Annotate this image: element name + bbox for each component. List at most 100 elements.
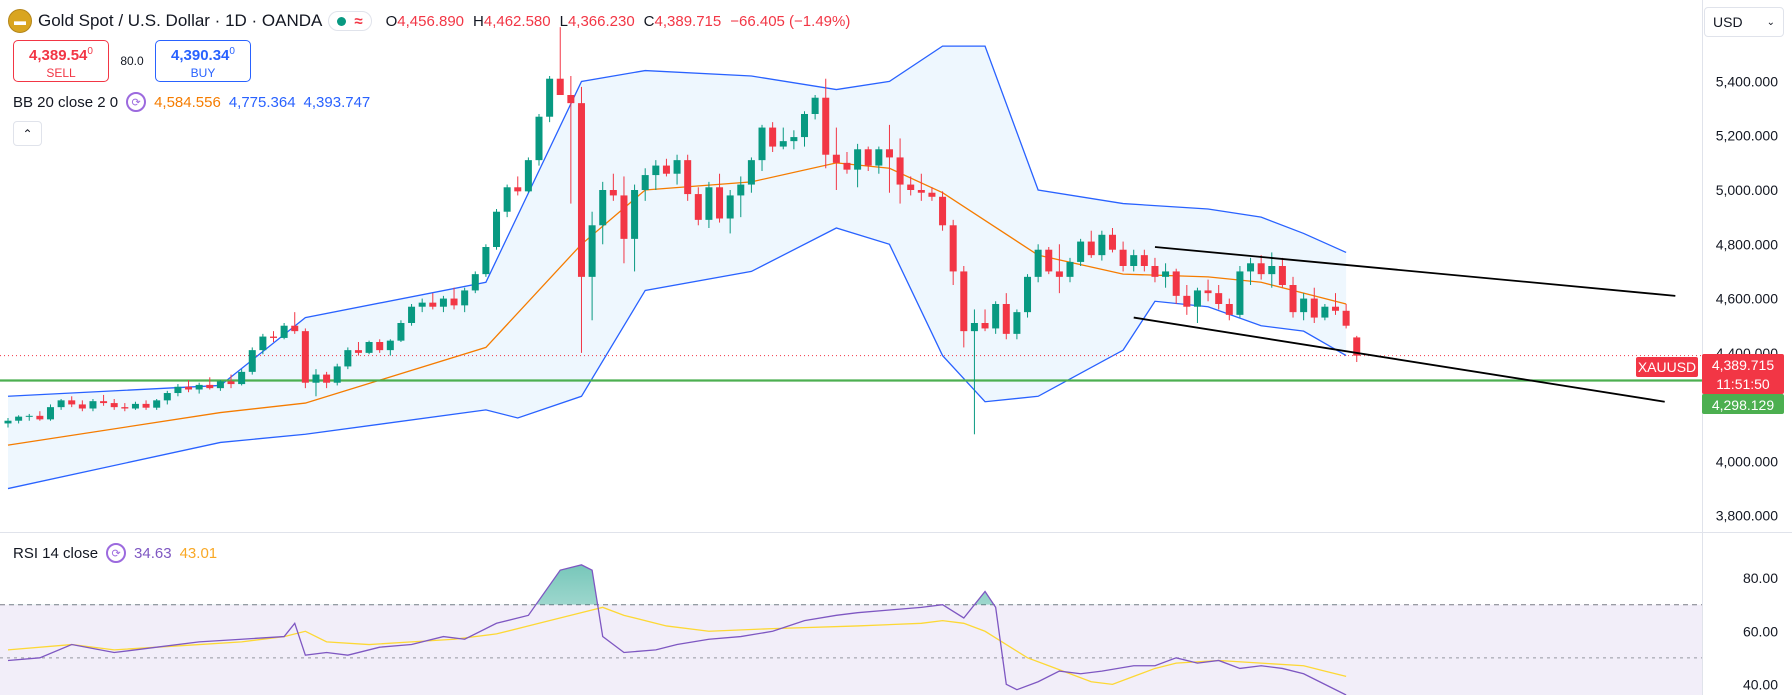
candle [928, 187, 936, 201]
rsi-indicator-name[interactable]: RSI 14 close [13, 544, 99, 562]
candle [110, 399, 118, 410]
support-horizontal-line[interactable] [0, 355, 1702, 382]
candle [546, 76, 554, 123]
candle [981, 309, 989, 332]
sell-price-pip: 0 [87, 45, 93, 57]
candle-body [1204, 290, 1212, 294]
candle-body [822, 97, 830, 155]
currency-select[interactable]: USD ⌄ [1704, 7, 1784, 37]
collapse-legend-button[interactable]: ⌃ [13, 121, 42, 146]
candle-body [238, 371, 246, 385]
candle [46, 404, 54, 421]
hline-price-tag-bg [1702, 394, 1784, 414]
candle [418, 298, 426, 313]
candle-body [429, 302, 437, 307]
candle-body [939, 196, 947, 226]
candle [1024, 274, 1032, 318]
low-value: 4,366.230 [567, 12, 635, 30]
candle-body [386, 340, 394, 351]
candle-body [89, 401, 97, 409]
candle [1236, 266, 1244, 318]
candle [885, 124, 893, 193]
candle-body [747, 160, 755, 185]
candle [907, 176, 915, 196]
candle [939, 191, 947, 231]
candle-body [269, 336, 278, 338]
candle [726, 190, 734, 234]
candle-body [280, 325, 288, 338]
candle-body [1278, 266, 1286, 285]
candle [1077, 238, 1085, 266]
candle [89, 399, 97, 412]
candle-body [609, 190, 617, 196]
candle-body [726, 195, 734, 219]
candle [15, 415, 23, 424]
trendline-channel[interactable] [1133, 246, 1676, 403]
candle [131, 401, 139, 410]
bb-indicator-name[interactable]: BB 20 close 2 0 [13, 93, 119, 111]
buy-button[interactable]: 4,390.340 BUY [155, 40, 251, 82]
candle-body [652, 165, 660, 176]
candle [1108, 228, 1116, 253]
candle-body [1098, 234, 1106, 256]
rsi-legend[interactable]: RSI 14 close ⟳ 34.63 43.01 [13, 543, 217, 563]
candle-body [301, 331, 309, 383]
candle-body [875, 149, 883, 166]
price-axis[interactable]: 3,800.0004,000.0004,200.0004,400.0004,60… [1716, 19, 1778, 524]
candle-body [524, 160, 532, 192]
symbol-tag: XAUUSD [1638, 359, 1696, 375]
candle-body [1172, 271, 1180, 296]
candle-body [1353, 337, 1361, 356]
market-status[interactable]: ≈ [328, 11, 372, 31]
candle-body [461, 290, 469, 306]
candle [100, 394, 108, 406]
candle [588, 211, 596, 321]
candle-body [546, 78, 554, 117]
candle [439, 295, 447, 313]
candle [291, 312, 299, 334]
candle-body [864, 149, 872, 166]
symbol-title[interactable]: Gold Spot / U.S. Dollar · 1D · OANDA [38, 11, 323, 30]
candle-body [397, 323, 405, 341]
candle-body [662, 165, 670, 174]
candle-body [46, 407, 54, 420]
candle-body [1002, 304, 1010, 334]
candle [429, 293, 437, 310]
sell-button[interactable]: 4,389.540 SELL [13, 40, 109, 82]
candle-body [248, 350, 256, 372]
candle-body [800, 114, 809, 138]
candle-body [1140, 255, 1148, 266]
candle [227, 374, 235, 389]
candle [779, 127, 787, 150]
bb-lower-line [7, 227, 1347, 490]
candle [376, 339, 384, 353]
candle [323, 371, 331, 389]
candle [1289, 276, 1297, 318]
candle [1342, 304, 1350, 329]
candle-body [684, 160, 692, 195]
candle [1013, 309, 1021, 340]
bollinger-legend[interactable]: BB 20 close 2 0 ⟳ 4,584.556 4,775.364 4,… [13, 92, 370, 112]
symbol-legend: ▬ Gold Spot / U.S. Dollar · 1D · OANDA ≈… [8, 8, 850, 34]
spread-value: 80.0 [120, 54, 144, 68]
candle-body [68, 400, 76, 405]
rsi-pane[interactable]: 40.00 60.00 80.00 [0, 564, 1778, 695]
candle [917, 173, 925, 201]
candle-body [1087, 241, 1095, 256]
high-value: 4,462.580 [483, 12, 551, 30]
candle-body [1045, 249, 1053, 272]
candle-body [153, 400, 161, 408]
candle-body [131, 403, 139, 409]
candle [386, 339, 394, 356]
candle [790, 130, 798, 150]
candle-body [418, 302, 426, 307]
candle [811, 95, 819, 120]
candle-body [100, 401, 108, 404]
hline-price-tag: 4,298.129 [1712, 397, 1774, 413]
candle-body [1108, 234, 1116, 250]
candle [344, 347, 352, 370]
candle-body [259, 336, 267, 351]
candle [514, 176, 522, 196]
